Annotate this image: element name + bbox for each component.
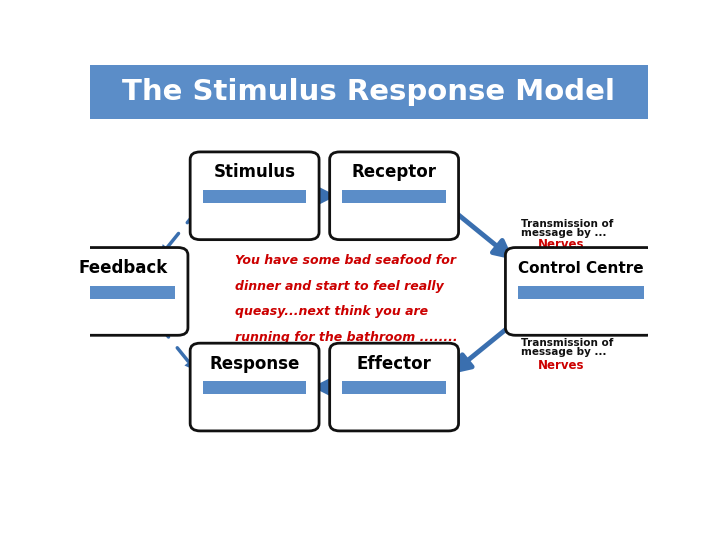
Text: Nerves: Nerves xyxy=(538,238,585,251)
Text: Transmission of: Transmission of xyxy=(521,338,613,348)
FancyBboxPatch shape xyxy=(518,286,644,299)
Text: Feedback: Feedback xyxy=(79,259,168,277)
Text: Transmission of: Transmission of xyxy=(521,219,613,228)
FancyBboxPatch shape xyxy=(190,343,319,431)
Text: message by ...: message by ... xyxy=(521,347,607,357)
Text: running for the bathroom ........: running for the bathroom ........ xyxy=(235,331,458,344)
Text: You have some bad seafood for: You have some bad seafood for xyxy=(235,254,456,267)
Text: Stimulus: Stimulus xyxy=(214,164,296,181)
FancyBboxPatch shape xyxy=(505,247,657,335)
FancyBboxPatch shape xyxy=(90,65,648,119)
Text: Nerves: Nerves xyxy=(538,359,585,372)
Text: message by ...: message by ... xyxy=(521,228,607,238)
Text: Effector: Effector xyxy=(356,355,431,373)
Text: dinner and start to feel really: dinner and start to feel really xyxy=(235,280,444,293)
FancyBboxPatch shape xyxy=(72,286,175,299)
Text: The Stimulus Response Model: The Stimulus Response Model xyxy=(122,78,616,106)
FancyBboxPatch shape xyxy=(343,381,446,394)
FancyBboxPatch shape xyxy=(190,152,319,240)
FancyBboxPatch shape xyxy=(343,190,446,203)
FancyBboxPatch shape xyxy=(59,247,188,335)
FancyBboxPatch shape xyxy=(330,152,459,240)
Text: Receptor: Receptor xyxy=(351,164,436,181)
FancyBboxPatch shape xyxy=(203,381,306,394)
FancyBboxPatch shape xyxy=(330,343,459,431)
Text: Control Centre: Control Centre xyxy=(518,261,644,275)
FancyBboxPatch shape xyxy=(203,190,306,203)
Text: Response: Response xyxy=(210,355,300,373)
Text: queasy...next think you are: queasy...next think you are xyxy=(235,305,428,318)
